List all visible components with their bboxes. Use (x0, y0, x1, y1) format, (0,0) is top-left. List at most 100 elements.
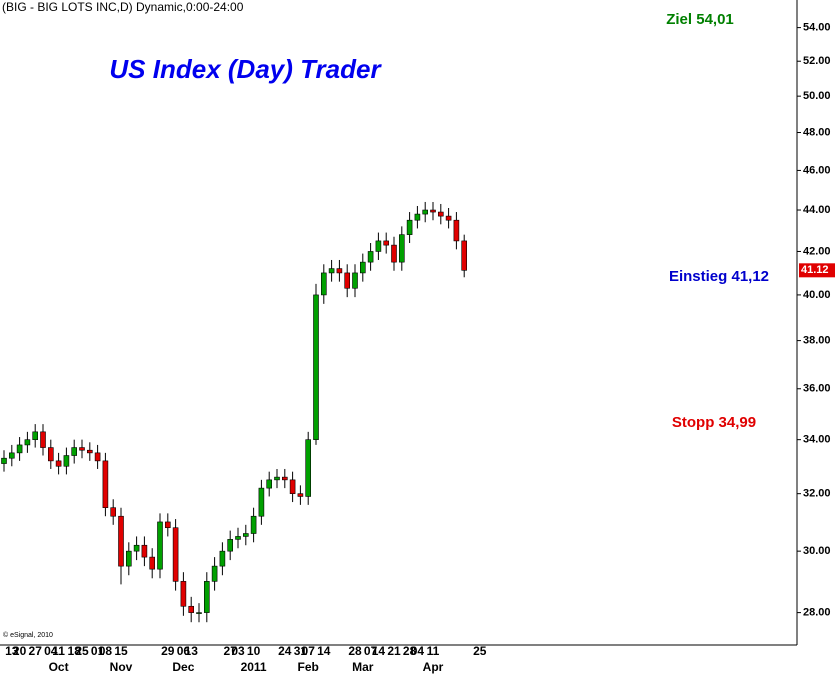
candle-body (180, 581, 187, 607)
candle-body (461, 240, 468, 271)
y-tick-label: 40.00 (803, 289, 831, 301)
candle-body (63, 455, 70, 467)
candle-body (258, 487, 265, 517)
x-tick-label: 07 (302, 644, 316, 658)
x-tick-label: 04 (44, 644, 58, 658)
candle-body (437, 211, 444, 217)
month-label: Dec (172, 660, 194, 674)
candle-body (352, 272, 358, 289)
candle-body (196, 612, 202, 614)
x-tick-label: 01 (91, 644, 105, 658)
x-tick-label: 21 (387, 644, 401, 658)
candle-body (118, 515, 124, 567)
y-tick-label: 54.00 (803, 22, 831, 34)
x-tick-label: 28 (348, 644, 362, 658)
candle-body (9, 452, 15, 459)
x-tick-label: 27 (224, 644, 238, 658)
header: (BIG - BIG LOTS INC,D) Dynamic,0:00-24:0… (2, 0, 244, 14)
y-tick-label: 36.00 (803, 383, 831, 395)
candle-body (40, 431, 46, 448)
last-price-label: 41.12 (801, 264, 829, 276)
candle-body (87, 449, 93, 454)
month-label: Nov (110, 660, 133, 674)
candle-body (250, 515, 257, 534)
candle-body (1, 457, 7, 464)
candle-body (243, 533, 249, 537)
candle-body (398, 234, 405, 263)
candle-body (313, 294, 319, 440)
candle-body (94, 452, 101, 462)
x-tick-label: 25 (473, 644, 487, 658)
x-tick-label: 14 (317, 644, 331, 658)
candle-body (32, 431, 39, 440)
y-tick-label: 38.00 (803, 335, 831, 347)
x-tick-label: 13 (5, 644, 19, 658)
x-tick-label: 11 (427, 644, 440, 658)
last-price-box (799, 263, 835, 278)
x-tick-label: 15 (114, 644, 128, 658)
candle-body (47, 447, 54, 462)
candle-body (336, 268, 343, 274)
candle-body (235, 536, 241, 540)
candle-body (79, 447, 85, 451)
candle-body (188, 605, 194, 613)
candle-body (165, 521, 171, 529)
x-tick-label: 18 (68, 644, 82, 658)
candle-body (141, 544, 148, 558)
y-tick-label: 46.00 (803, 164, 831, 176)
candle-body (391, 244, 397, 263)
candle-body (445, 215, 452, 221)
stop-annotation: Stopp 34,99 (672, 414, 756, 431)
y-tick-label: 52.00 (803, 55, 831, 67)
candle-body (274, 476, 280, 481)
entry-annotation: Einstieg 41,12 (669, 268, 769, 285)
x-tick-label: 29 (161, 644, 175, 658)
x-tick-label: 24 (278, 644, 292, 658)
x-tick-label: 07 (364, 644, 378, 658)
candle-body (172, 527, 179, 582)
candle-body (297, 493, 304, 497)
candle-body (71, 447, 77, 456)
candle-body (430, 209, 436, 213)
x-tick-label: 25 (75, 644, 89, 658)
x-tick-label: 11 (52, 644, 65, 658)
candle-body (344, 272, 351, 289)
x-tick-label: 20 (13, 644, 27, 658)
target-annotation: Ziel 54,01 (666, 11, 734, 28)
x-tick-label: 13 (185, 644, 199, 658)
x-tick-label: 10 (247, 644, 261, 658)
candle-body (102, 460, 109, 508)
x-tick-label: 04 (411, 644, 425, 658)
x-tick-label: 28 (403, 644, 417, 658)
y-tick-label: 42.00 (803, 245, 831, 257)
x-tick-label: 08 (99, 644, 113, 658)
candle-body (16, 444, 23, 454)
candle-body (157, 521, 163, 570)
candle-body (227, 539, 233, 552)
x-tick-label: 03 (231, 644, 245, 658)
y-tick-label: 44.00 (803, 204, 831, 216)
y-tick-label: 32.00 (803, 488, 831, 500)
candle-body (383, 240, 390, 246)
candle-body (266, 479, 273, 489)
chart-title: US Index (Day) Trader (109, 54, 382, 84)
y-tick-label: 34.00 (803, 434, 831, 446)
y-tick-label: 28.00 (803, 607, 831, 619)
candle-body (320, 272, 327, 296)
candle-body (149, 556, 155, 570)
candle-body (24, 439, 31, 446)
candle-body (305, 439, 312, 497)
candle-body (422, 209, 429, 215)
candle-body (126, 550, 132, 567)
month-label: Apr (423, 660, 444, 674)
candle-body (453, 219, 460, 242)
candle-body (219, 550, 226, 567)
watermark: © eSignal, 2010 (3, 631, 53, 639)
candle-body (375, 240, 382, 252)
candle-body (211, 565, 218, 582)
x-tick-label: 06 (177, 644, 191, 658)
candle-body (281, 476, 288, 481)
month-label: Mar (352, 660, 374, 674)
